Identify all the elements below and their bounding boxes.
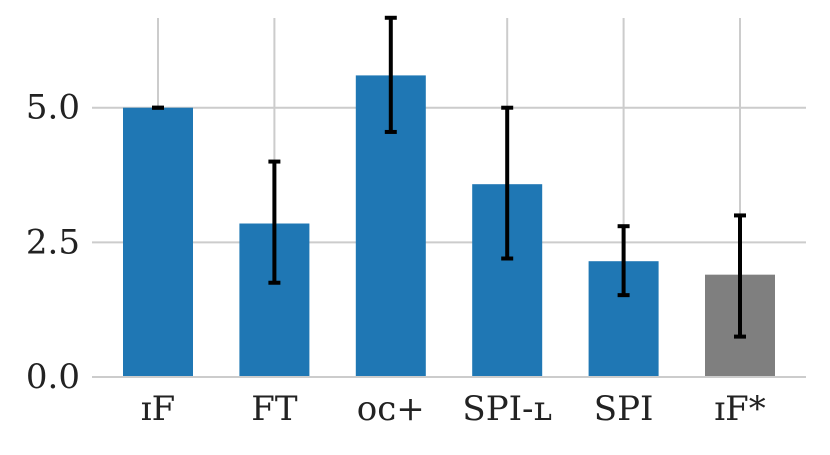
bar-if <box>123 107 193 377</box>
x-tick-label: SPI-ʟ <box>462 389 552 429</box>
error-bar-oc- <box>384 15 397 134</box>
error-bars <box>152 15 746 339</box>
bars <box>123 75 775 378</box>
y-tick-labels: 0.0 2.5 5.0 <box>26 88 80 397</box>
error-bar-spi-l <box>501 105 514 261</box>
y-tick-label: 0.0 <box>26 357 80 397</box>
x-tick-label: SPI <box>594 389 654 429</box>
x-tick-label: ɪF <box>141 389 175 429</box>
y-tick-label: 2.5 <box>26 222 80 262</box>
error-bar-if- <box>734 213 746 339</box>
x-tick-labels: ɪF FT ᴏᴄ+ SPI-ʟ SPI ɪF* <box>141 389 766 429</box>
y-grid-lines <box>92 106 806 244</box>
error-bar-spi <box>617 224 630 298</box>
x-tick-label: FT <box>251 389 298 429</box>
x-tick-label: ɪF* <box>714 389 765 429</box>
y-tick-label: 5.0 <box>26 88 80 128</box>
x-tick-label: ᴏᴄ+ <box>357 389 425 429</box>
error-bar-ft <box>268 159 281 285</box>
